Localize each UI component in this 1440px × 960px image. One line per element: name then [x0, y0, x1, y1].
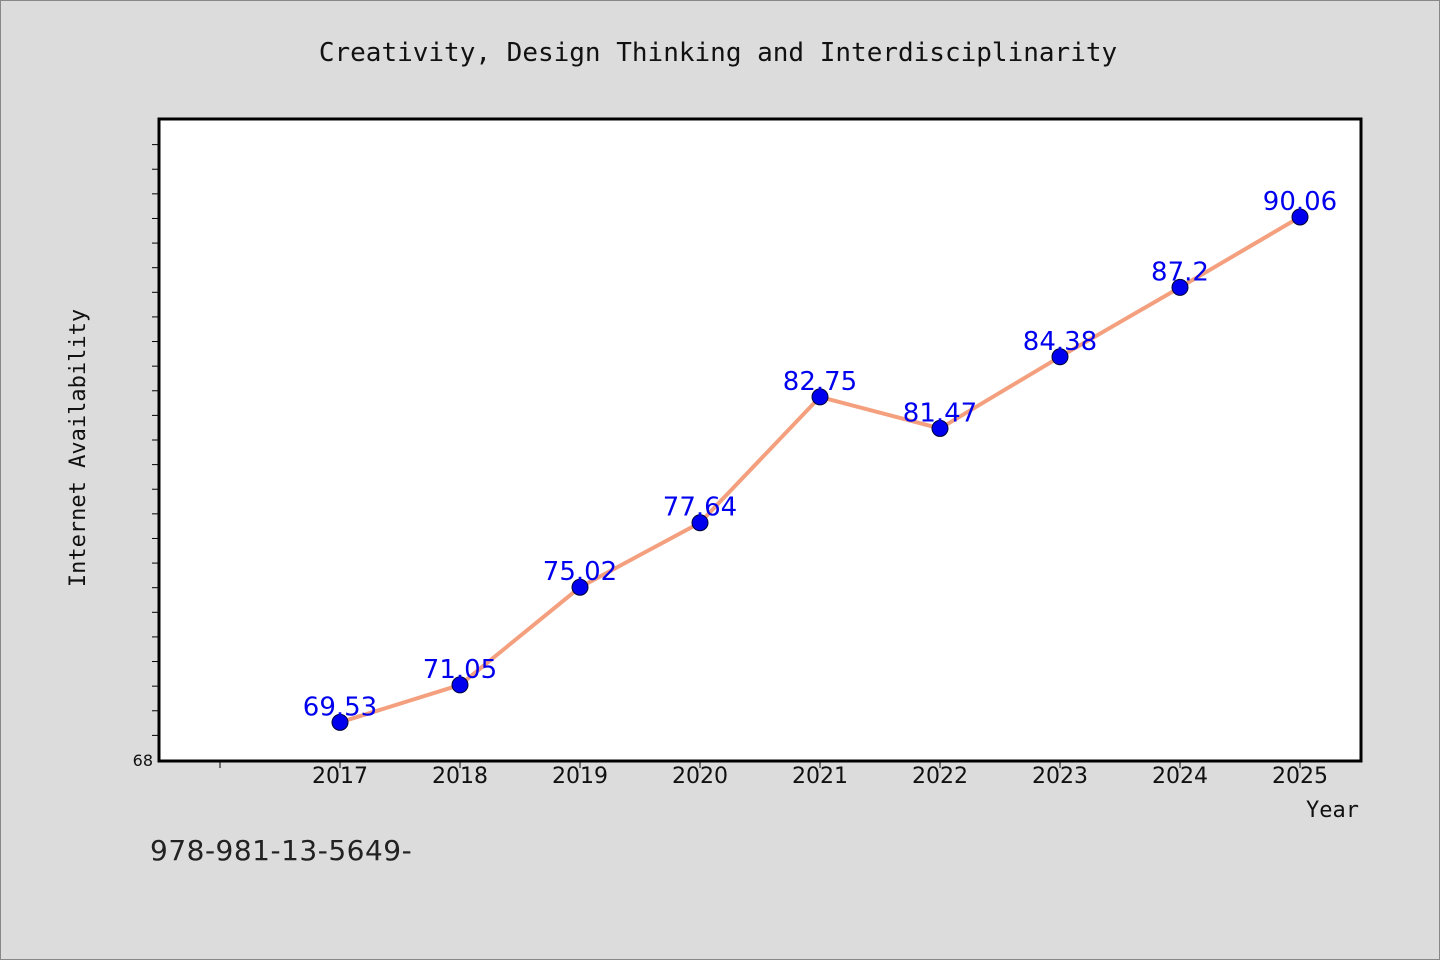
data-label: 87.2	[1151, 257, 1209, 287]
x-tick-label-2018: 2018	[432, 764, 488, 789]
data-point	[811, 388, 829, 406]
data-label: 69.53	[303, 692, 377, 722]
data-point	[931, 419, 949, 437]
data-point	[1291, 208, 1309, 226]
data-point	[571, 578, 589, 596]
data-point	[331, 713, 349, 731]
x-tick-label-2023: 2023	[1032, 764, 1088, 789]
x-axis-ticks	[219, 761, 1301, 768]
series-markers	[331, 208, 1309, 731]
x-tick-label-2021: 2021	[792, 764, 848, 789]
x-tick-labels: 2017 2018 2019 2020 2021 2022 2023 2024 2025	[312, 764, 1328, 789]
x-tick-label-2025: 2025	[1272, 764, 1328, 789]
x-tick-label-2019: 2019	[552, 764, 608, 789]
y-axis-ticks	[152, 144, 159, 736]
data-label: 82.75	[783, 367, 857, 397]
y-axis-label: Internet Availability	[66, 309, 91, 587]
data-label: 81.47	[903, 398, 977, 428]
data-label: 90.06	[1263, 187, 1337, 217]
data-label: 84.38	[1023, 327, 1097, 357]
data-point	[1051, 348, 1069, 366]
data-point	[1171, 278, 1189, 296]
data-label: 71.05	[423, 655, 497, 685]
x-tick-label-2020: 2020	[672, 764, 728, 789]
x-axis-label: Year	[1306, 798, 1359, 823]
data-label: 77.64	[663, 493, 737, 523]
data-point	[691, 514, 709, 532]
data-labels: 69.53 71.05 75.02 77.64 82.75 81.47 84.38 87.2 9…	[303, 187, 1337, 722]
chart-title: Creativity, Design Thinking and Interdis…	[319, 38, 1117, 68]
y-tick-label-68: 68	[133, 751, 153, 770]
x-tick-label-2017: 2017	[312, 764, 368, 789]
x-tick-label-2022: 2022	[912, 764, 968, 789]
footer-note: 978-981-13-5649-	[150, 834, 413, 867]
data-label: 75.02	[543, 557, 617, 587]
x-tick-label-2024: 2024	[1152, 764, 1208, 789]
data-point	[451, 676, 469, 694]
plot-area	[157, 117, 1363, 763]
